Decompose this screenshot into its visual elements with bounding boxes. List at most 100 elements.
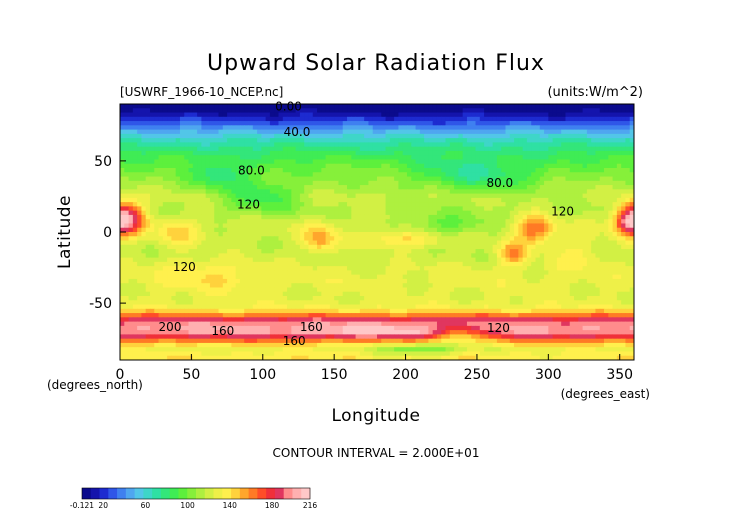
heatmap-cell	[612, 104, 618, 109]
heatmap-cell	[334, 214, 339, 220]
heatmap-cell	[406, 138, 412, 143]
heatmap-cell	[338, 240, 344, 246]
heatmap-cell	[184, 125, 190, 131]
heatmap-cell	[394, 223, 399, 229]
heatmap-cell	[398, 168, 404, 173]
heatmap-cell	[235, 189, 241, 195]
heatmap-cell	[188, 155, 194, 160]
heatmap-cell	[368, 146, 374, 152]
heatmap-cell	[132, 214, 138, 220]
heatmap-cell	[364, 189, 369, 195]
heatmap-cell	[612, 112, 618, 118]
heatmap-cell	[304, 104, 309, 109]
heatmap-cell	[561, 125, 566, 131]
heatmap-cell	[162, 274, 168, 280]
heatmap-cell	[299, 125, 305, 131]
heatmap-cell	[227, 133, 232, 139]
heatmap-cell	[462, 185, 468, 190]
heatmap-cell	[625, 202, 631, 207]
heatmap-cell	[347, 104, 352, 109]
heatmap-cell	[458, 104, 464, 109]
heatmap-cell	[269, 146, 275, 152]
heatmap-cell	[304, 193, 309, 199]
heatmap-cell	[120, 108, 125, 114]
heatmap-cell	[471, 261, 477, 267]
heatmap-cell	[120, 202, 125, 207]
heatmap-cell	[625, 180, 631, 186]
heatmap-cell	[167, 270, 172, 276]
heatmap-cell	[257, 112, 262, 118]
heatmap-cell	[252, 274, 258, 280]
heatmap-cell	[149, 253, 155, 259]
heatmap-cell	[428, 108, 434, 114]
heatmap-cell	[158, 172, 164, 178]
heatmap-cell	[475, 138, 481, 143]
heatmap-cell	[561, 257, 566, 263]
heatmap-cell	[591, 197, 596, 203]
heatmap-cell	[308, 223, 314, 229]
heatmap-cell	[595, 261, 601, 267]
heatmap-cell	[154, 180, 160, 186]
heatmap-cell	[449, 270, 455, 276]
heatmap-cell	[235, 219, 241, 224]
heatmap-cell	[227, 168, 232, 173]
heatmap-cell	[432, 125, 438, 131]
heatmap-cell	[214, 236, 220, 242]
heatmap-cell	[368, 214, 374, 220]
heatmap-cell	[608, 125, 614, 131]
heatmap-cell	[154, 193, 160, 199]
heatmap-cell	[167, 112, 172, 118]
heatmap-cell	[565, 223, 571, 229]
heatmap-cell	[179, 219, 185, 224]
heatmap-cell	[436, 129, 442, 135]
heatmap-cell	[355, 236, 361, 242]
heatmap-cell	[291, 133, 297, 139]
heatmap-cell	[154, 172, 160, 178]
heatmap-cell	[312, 253, 318, 259]
heatmap-cell	[334, 155, 339, 160]
heatmap-cell	[621, 210, 626, 216]
heatmap-cell	[544, 236, 549, 242]
heatmap-cell	[586, 159, 592, 165]
heatmap-cell	[454, 274, 459, 280]
heatmap-cell	[248, 249, 254, 254]
heatmap-cell	[304, 202, 309, 207]
heatmap-cell	[501, 129, 506, 135]
heatmap-cell	[608, 253, 614, 259]
heatmap-cell	[201, 163, 207, 169]
heatmap-cell	[355, 240, 361, 246]
heatmap-cell	[248, 232, 254, 237]
heatmap-cell	[295, 121, 301, 126]
heatmap-cell	[604, 125, 609, 131]
heatmap-cell	[188, 172, 194, 178]
heatmap-cell	[479, 270, 485, 276]
heatmap-cell	[128, 227, 134, 233]
heatmap-cell	[449, 232, 455, 237]
heatmap-cell	[149, 146, 155, 152]
heatmap-cell	[214, 257, 220, 263]
heatmap-cell	[621, 138, 626, 143]
heatmap-cell	[496, 112, 502, 118]
heatmap-cell	[428, 138, 434, 143]
heatmap-cell	[509, 146, 515, 152]
heatmap-cell	[329, 257, 335, 263]
heatmap-cell	[411, 150, 417, 156]
heatmap-cell	[244, 121, 249, 126]
heatmap-cell	[239, 172, 245, 178]
heatmap-cell	[269, 193, 275, 199]
heatmap-cell	[227, 219, 232, 224]
heatmap-cell	[586, 236, 592, 242]
heatmap-cell	[257, 172, 262, 178]
heatmap-cell	[398, 193, 404, 199]
heatmap-cell	[539, 257, 545, 263]
heatmap-cell	[458, 146, 464, 152]
heatmap-cell	[454, 104, 459, 109]
heatmap-cell	[449, 240, 455, 246]
heatmap-cell	[518, 219, 524, 224]
heatmap-cell	[488, 108, 494, 114]
heatmap-cell	[192, 270, 198, 276]
heatmap-cell	[261, 249, 267, 254]
heatmap-cell	[462, 240, 468, 246]
heatmap-cell	[184, 214, 190, 220]
heatmap-cell	[548, 202, 554, 207]
